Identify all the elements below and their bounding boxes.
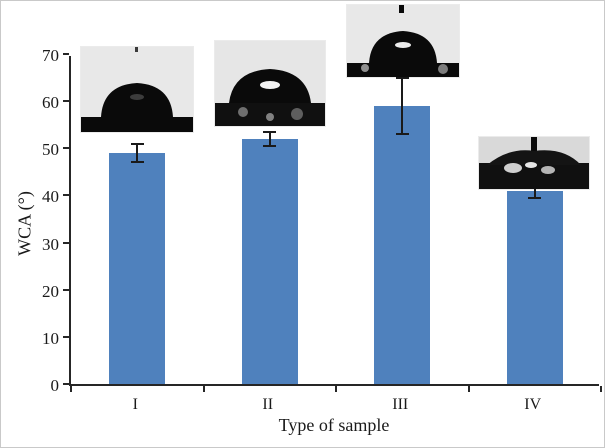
error-cap-bottom-I xyxy=(130,161,144,164)
error-bar-sample-II xyxy=(268,131,271,146)
y-tick-label: 0 xyxy=(50,376,60,395)
droplet-image-icon xyxy=(215,41,325,126)
y-axis-tick xyxy=(63,288,69,291)
droplet-photo-sample-I xyxy=(81,47,193,132)
droplet-photo-sample-IV xyxy=(479,137,589,189)
y-axis-tick xyxy=(63,194,69,197)
error-cap-top-I xyxy=(130,142,144,145)
x-axis-tick xyxy=(467,386,470,392)
category-label-IV: IV xyxy=(524,396,542,413)
y-tick-label: 60 xyxy=(42,93,59,113)
y-axis-tick xyxy=(63,100,69,103)
y-axis-tick xyxy=(63,53,69,55)
y-axis-tick xyxy=(63,383,69,385)
error-bar-sample-I xyxy=(136,143,139,163)
bar-sample-III xyxy=(374,105,431,384)
error-cap-top-III xyxy=(395,76,409,79)
bar-sample-I xyxy=(109,153,166,384)
y-tick-label: 20 xyxy=(42,281,59,301)
x-axis-tick xyxy=(202,386,205,392)
error-cap-bottom-III xyxy=(395,133,409,136)
droplet-image-icon xyxy=(81,47,193,132)
droplet-image-icon xyxy=(479,137,589,189)
error-bar-sample-IV xyxy=(533,183,536,198)
x-axis-tick xyxy=(335,386,337,392)
category-label-II: II xyxy=(262,396,274,413)
bar-sample-IV xyxy=(506,190,563,384)
y-tick-label: 70 xyxy=(42,46,59,65)
plot-area xyxy=(63,53,602,392)
droplet-photo-sample-II xyxy=(215,41,325,126)
x-axis-title: Type of sample xyxy=(278,415,390,435)
bar-sample-II xyxy=(241,138,298,384)
x-axis-tick xyxy=(70,386,72,392)
y-tick-label: 50 xyxy=(42,140,59,160)
y-tick-label: 40 xyxy=(42,187,59,207)
y-axis-tick xyxy=(63,335,69,338)
error-cap-top-II xyxy=(263,130,277,133)
error-cap-bottom-II xyxy=(263,144,277,147)
droplet-photo-sample-III xyxy=(347,5,459,77)
y-tick-label: 10 xyxy=(42,328,59,348)
y-axis-tick xyxy=(63,147,69,150)
droplet-image-icon xyxy=(347,5,459,77)
category-label-III: III xyxy=(392,396,409,413)
y-tick-label: 30 xyxy=(42,234,59,254)
error-bar-sample-III xyxy=(401,77,404,135)
x-axis-tick xyxy=(600,386,602,392)
error-cap-bottom-IV xyxy=(528,196,542,199)
category-label-I: I xyxy=(132,396,138,413)
y-axis-tick xyxy=(63,241,69,244)
